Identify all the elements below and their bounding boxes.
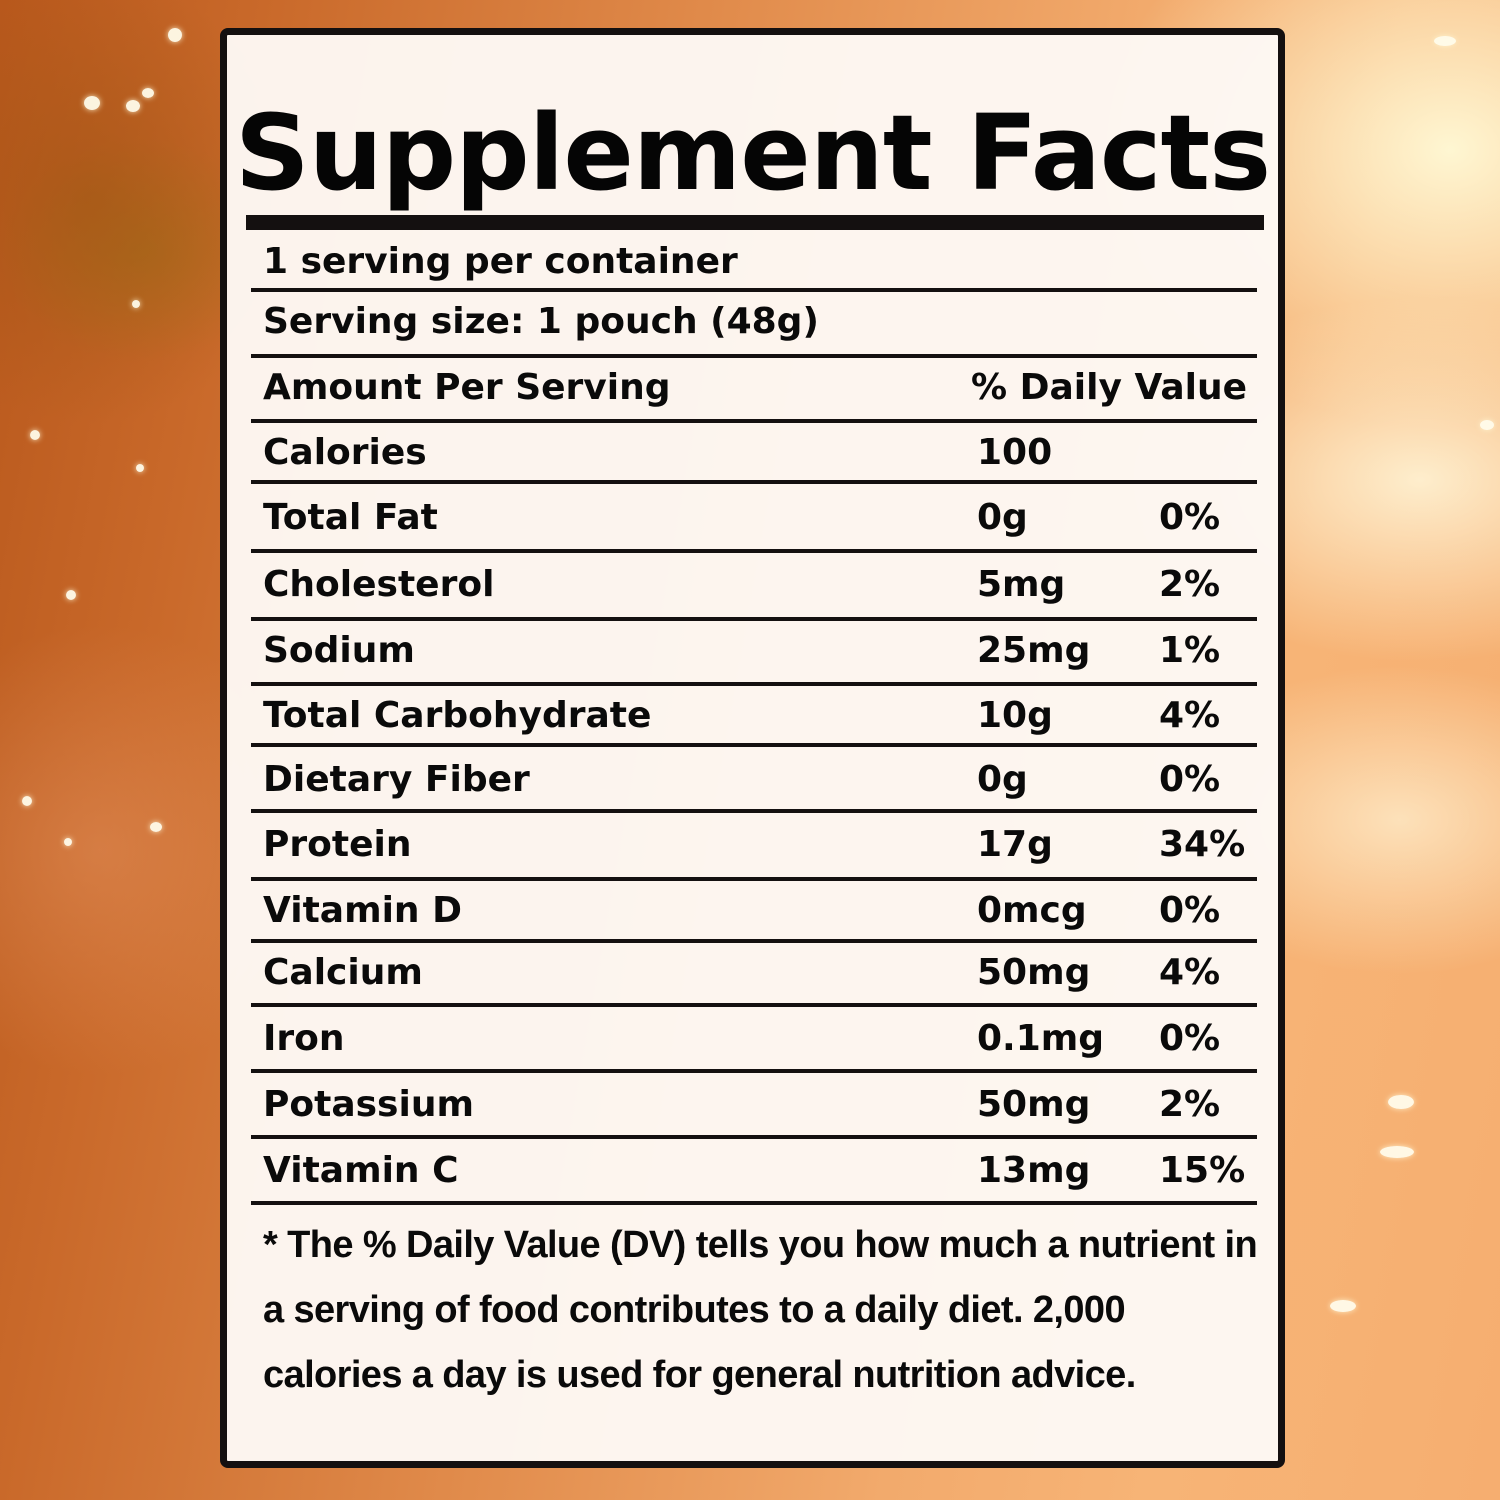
- nutrient-row: Vitamin D 0mcg 0%: [251, 881, 1257, 943]
- sparkle-dot: [22, 796, 32, 806]
- nutrient-daily-value: 1%: [1159, 630, 1221, 671]
- sparkle-dot: [64, 838, 72, 846]
- nutrient-daily-value: 0%: [1159, 759, 1221, 800]
- serving-size: Serving size: 1 pouch (48g): [263, 301, 819, 342]
- nutrient-amount: 5mg: [977, 564, 1066, 605]
- daily-value-header: % Daily Value: [971, 367, 1248, 408]
- nutrient-daily-value: 4%: [1159, 952, 1221, 993]
- nutrient-name: Potassium: [263, 1084, 474, 1125]
- amount-header-row: Amount Per Serving % Daily Value: [251, 358, 1257, 423]
- nutrient-amount: 50mg: [977, 1084, 1091, 1125]
- nutrient-daily-value: 0%: [1159, 1018, 1221, 1059]
- nutrient-amount: 25mg: [977, 630, 1091, 671]
- nutrient-daily-value: 34%: [1159, 824, 1246, 865]
- servings-per-container-row: 1 serving per container: [251, 230, 1257, 292]
- sparkle-dot: [1434, 36, 1456, 46]
- nutrient-name: Cholesterol: [263, 564, 495, 605]
- sparkle-dot: [136, 464, 144, 472]
- nutrient-name: Sodium: [263, 630, 415, 671]
- daily-value-footnote: * The % Daily Value (DV) tells you how m…: [263, 1224, 1258, 1396]
- nutrient-daily-value: 15%: [1159, 1150, 1246, 1191]
- serving-size-row: Serving size: 1 pouch (48g): [251, 292, 1257, 358]
- sparkle-dot: [30, 430, 40, 440]
- nutrient-amount: 0mcg: [977, 890, 1087, 931]
- nutrient-daily-value: 2%: [1159, 1084, 1221, 1125]
- nutrient-row: Cholesterol 5mg 2%: [251, 553, 1257, 621]
- nutrient-amount: 10g: [977, 695, 1053, 736]
- sparkle-dot: [1388, 1095, 1414, 1109]
- nutrient-name: Protein: [263, 824, 412, 865]
- thick-divider: [246, 215, 1264, 230]
- nutrient-amount: 50mg: [977, 952, 1091, 993]
- nutrient-amount: 17g: [977, 824, 1053, 865]
- nutrient-name: Total Carbohydrate: [263, 695, 652, 736]
- sparkle-dot: [1380, 1146, 1414, 1158]
- sparkle-dot: [142, 88, 154, 98]
- nutrient-name: Vitamin D: [263, 890, 462, 931]
- nutrient-amount: 0g: [977, 759, 1028, 800]
- nutrient-name: Vitamin C: [263, 1150, 459, 1191]
- nutrient-row: Sodium 25mg 1%: [251, 621, 1257, 686]
- nutrient-amount: 13mg: [977, 1150, 1091, 1191]
- sparkle-dot: [1480, 420, 1494, 430]
- amount-per-serving-header: Amount Per Serving: [263, 367, 671, 408]
- nutrient-name: Dietary Fiber: [263, 759, 530, 800]
- sparkle-dot: [168, 28, 182, 42]
- supplement-facts-panel: Supplement Facts 1 serving per container…: [220, 28, 1285, 1468]
- nutrient-row: Potassium 50mg 2%: [251, 1073, 1257, 1139]
- nutrient-row: Calcium 50mg 4%: [251, 943, 1257, 1007]
- nutrient-daily-value: 0%: [1159, 497, 1221, 538]
- panel-title: Supplement Facts: [234, 92, 1271, 214]
- sparkle-dot: [1330, 1300, 1356, 1312]
- nutrient-name: Iron: [263, 1018, 345, 1059]
- sparkle-dot: [84, 96, 100, 110]
- nutrient-row: Protein 17g 34%: [251, 813, 1257, 881]
- nutrient-name: Total Fat: [263, 497, 438, 538]
- servings-per-container: 1 serving per container: [263, 241, 738, 282]
- sparkle-dot: [150, 822, 162, 832]
- nutrient-name: Calcium: [263, 952, 423, 993]
- nutrient-row: Dietary Fiber 0g 0%: [251, 747, 1257, 813]
- calories-row: Calories 100: [251, 423, 1257, 484]
- nutrient-amount: 0.1mg: [977, 1018, 1105, 1059]
- nutrient-daily-value: 4%: [1159, 695, 1221, 736]
- nutrient-daily-value: 0%: [1159, 890, 1221, 931]
- sparkle-dot: [132, 300, 140, 308]
- nutrient-row: Total Fat 0g 0%: [251, 484, 1257, 553]
- nutrient-row: Vitamin C 13mg 15%: [251, 1139, 1257, 1205]
- nutrient-row: Total Carbohydrate 10g 4%: [251, 686, 1257, 747]
- calories-value: 100: [977, 432, 1053, 473]
- nutrient-daily-value: 2%: [1159, 564, 1221, 605]
- sparkle-dot: [66, 590, 76, 600]
- nutrient-amount: 0g: [977, 497, 1028, 538]
- calories-label: Calories: [263, 432, 427, 473]
- nutrient-row: Iron 0.1mg 0%: [251, 1007, 1257, 1073]
- sparkle-dot: [126, 100, 140, 112]
